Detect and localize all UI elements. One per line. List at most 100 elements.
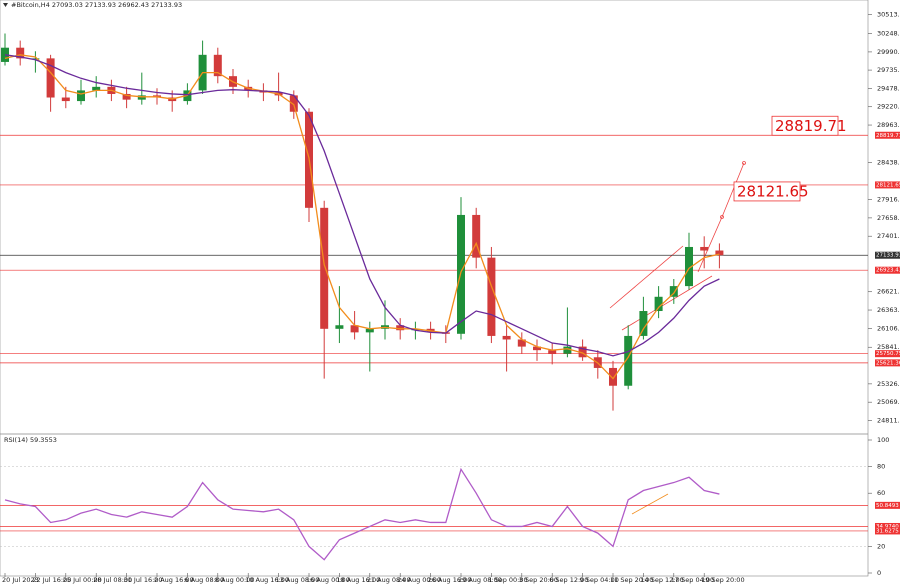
candle-body bbox=[31, 58, 40, 60]
x-tick-label: 13 Aug 08:00 bbox=[276, 576, 320, 584]
x-tick-label: 21 Aug 08:00 bbox=[367, 576, 411, 584]
x-tick-label: 3 Sep 20:00 bbox=[519, 576, 558, 584]
level-tag bbox=[875, 266, 900, 274]
candle-body bbox=[609, 367, 617, 386]
indicator-line bbox=[4, 467, 720, 561]
menu-icon bbox=[3, 3, 8, 7]
indicator-line bbox=[4, 54, 720, 357]
y-tick-label: 0 bbox=[877, 569, 881, 577]
candle-body bbox=[289, 95, 298, 112]
plot-frame bbox=[0, 0, 869, 577]
rsi-title: RSI(14) 59.3553 bbox=[4, 436, 57, 444]
candle-body bbox=[517, 339, 526, 347]
level-label: 28121.65 bbox=[876, 182, 900, 188]
x-tick-label: 17 Sep 04:00 bbox=[671, 576, 714, 584]
y-tick-label: 29990.80 bbox=[877, 48, 900, 56]
candle-body bbox=[502, 335, 511, 340]
candle-body bbox=[669, 286, 678, 297]
level-tag bbox=[875, 181, 900, 189]
x-tick-label: 2 Aug 16:00 bbox=[154, 576, 194, 584]
x-tick-label: 16 Aug 00:00 bbox=[306, 576, 350, 584]
level-label: 25621.36 bbox=[876, 360, 900, 366]
x-tick-label: 11 Sep 20:00 bbox=[610, 576, 653, 584]
candle-body bbox=[92, 86, 101, 91]
level-tag bbox=[875, 251, 900, 259]
candle-body bbox=[533, 346, 541, 351]
level-label: 26923.43 bbox=[876, 268, 900, 274]
candle-body bbox=[563, 346, 572, 354]
y-tick-label: 25326.40 bbox=[877, 380, 900, 388]
candle-body bbox=[137, 95, 146, 100]
indicator-line bbox=[4, 54, 720, 380]
candle-body bbox=[685, 246, 693, 287]
candle-body bbox=[715, 250, 724, 256]
y-tick-label: 60 bbox=[877, 489, 885, 497]
candle-body bbox=[396, 325, 405, 331]
candle-body bbox=[350, 325, 359, 333]
callout-box bbox=[733, 181, 801, 202]
candle-body bbox=[365, 328, 374, 333]
callout-label: 28819.71 bbox=[775, 117, 847, 135]
x-tick-label: 22 Jul 16:00 bbox=[32, 576, 71, 584]
candle-body bbox=[16, 47, 25, 59]
y-tick-label: 26363.80 bbox=[877, 306, 900, 314]
y-tick-label: 24811.60 bbox=[877, 416, 900, 424]
y-tick-label: 28438.60 bbox=[877, 158, 900, 166]
candle-body bbox=[213, 54, 222, 77]
y-tick-label: 25069.00 bbox=[877, 398, 900, 406]
level-label: 28819.71 bbox=[876, 133, 900, 139]
x-tick-label: 1 Sep 00:00 bbox=[488, 576, 527, 584]
level-label: 27133.93 bbox=[876, 253, 900, 259]
projection-point bbox=[720, 215, 724, 219]
x-tick-label: 20 Jul 2023 bbox=[2, 576, 39, 584]
x-tick-label: 6 Sep 12:00 bbox=[549, 576, 588, 584]
candle-body bbox=[700, 246, 709, 251]
x-tick-label: 8 Aug 00:00 bbox=[215, 576, 255, 584]
y-tick-label: 30248.20 bbox=[877, 30, 900, 38]
level-tag bbox=[875, 131, 900, 139]
x-tick-label: 18 Aug 16:00 bbox=[336, 576, 380, 584]
y-tick-label: 29478.00 bbox=[877, 84, 900, 92]
x-tick-label: 10 Aug 16:00 bbox=[245, 576, 289, 584]
x-tick-label: 29 Aug 08:00 bbox=[458, 576, 502, 584]
y-tick-label: 26106.40 bbox=[877, 324, 900, 332]
candle-body bbox=[411, 328, 420, 331]
chart-title: #Bitcoin,H4 27093.03 27133.93 26962.43 2… bbox=[11, 1, 182, 9]
candle-body bbox=[578, 346, 587, 358]
level-tag bbox=[875, 359, 900, 367]
y-tick-label: 20 bbox=[877, 542, 885, 550]
x-tick-label: 25 Jul 00:00 bbox=[63, 576, 102, 584]
y-tick-label: 26621.00 bbox=[877, 288, 900, 296]
x-tick-label: 14 Sep 12:00 bbox=[640, 576, 683, 584]
projection-line bbox=[697, 162, 745, 273]
channel-line bbox=[609, 245, 684, 309]
y-tick-label: 29220.60 bbox=[877, 103, 900, 111]
level-tag bbox=[875, 522, 900, 530]
candle-body bbox=[472, 214, 481, 258]
x-tick-label: 19 Sep 20:00 bbox=[701, 576, 744, 584]
level-tag bbox=[875, 350, 900, 358]
y-tick-label: 27658.60 bbox=[877, 214, 900, 222]
candle-body bbox=[548, 350, 557, 354]
level-tag bbox=[875, 527, 900, 535]
callout-box bbox=[771, 115, 839, 136]
level-label: 34.9740 bbox=[876, 524, 899, 530]
level-label: 25750.75 bbox=[876, 351, 900, 357]
candle-body bbox=[335, 325, 344, 329]
trend-drawings bbox=[609, 161, 746, 515]
x-tick-label: 28 Jul 08:00 bbox=[93, 576, 132, 584]
candle-body bbox=[77, 90, 85, 102]
level-label: 50.8493 bbox=[876, 503, 899, 509]
y-tick-label: 27401.20 bbox=[877, 232, 900, 240]
y-tick-label: 29735.40 bbox=[877, 66, 900, 74]
x-tick-label: 9 Sep 04:00 bbox=[580, 576, 619, 584]
x-tick-label: 24 Aug 00:00 bbox=[397, 576, 441, 584]
y-tick-label: 80 bbox=[877, 463, 885, 471]
projection-point bbox=[742, 161, 746, 165]
rsi-trend-line bbox=[631, 493, 669, 515]
callout-label: 28121.65 bbox=[737, 182, 809, 200]
y-tick-label: 30513.60 bbox=[877, 11, 900, 19]
x-tick-label: 6 Aug 08:00 bbox=[184, 576, 224, 584]
